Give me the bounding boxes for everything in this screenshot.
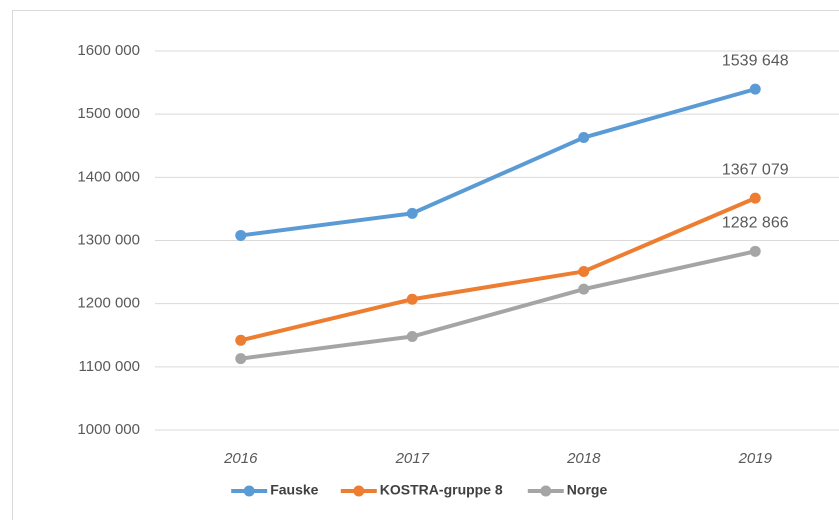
y-tick-label: 1300 000 <box>77 231 140 248</box>
point <box>235 334 247 346</box>
point <box>578 283 590 295</box>
x-tick-label: 2017 <box>395 450 430 467</box>
y-tick-label: 1200 000 <box>77 295 140 312</box>
point <box>749 245 761 257</box>
x-tick-label: 2016 <box>223 450 258 467</box>
legend-marker <box>353 485 365 497</box>
chart-border <box>12 10 839 520</box>
y-tick-label: 1600 000 <box>77 42 140 59</box>
series-line <box>240 196 757 343</box>
x-tick-label: 2019 <box>738 450 773 467</box>
data-label: 1367 079 <box>722 161 789 178</box>
y-tick-label: 1500 000 <box>77 105 140 122</box>
legend-label: Norge <box>567 482 608 498</box>
data-label: 1282 866 <box>722 215 789 232</box>
y-tick-label: 1400 000 <box>77 168 140 185</box>
point <box>406 207 418 219</box>
series-line <box>240 249 756 361</box>
y-tick-label: 1000 000 <box>77 421 140 438</box>
point <box>749 192 761 204</box>
data-label: 1539 648 <box>722 52 789 69</box>
point <box>578 265 590 277</box>
legend-marker <box>540 485 552 497</box>
y-tick-label: 1100 000 <box>79 358 140 375</box>
point <box>235 229 247 241</box>
legend-marker <box>243 485 255 497</box>
point <box>406 293 418 305</box>
x-tick-label: 2018 <box>566 450 601 467</box>
point <box>749 83 761 95</box>
point <box>578 132 590 144</box>
legend-label: KOSTRA-gruppe 8 <box>380 482 503 498</box>
point <box>235 353 247 365</box>
series-line <box>240 87 756 238</box>
legend-label: Fauske <box>270 482 318 498</box>
point <box>406 331 418 343</box>
